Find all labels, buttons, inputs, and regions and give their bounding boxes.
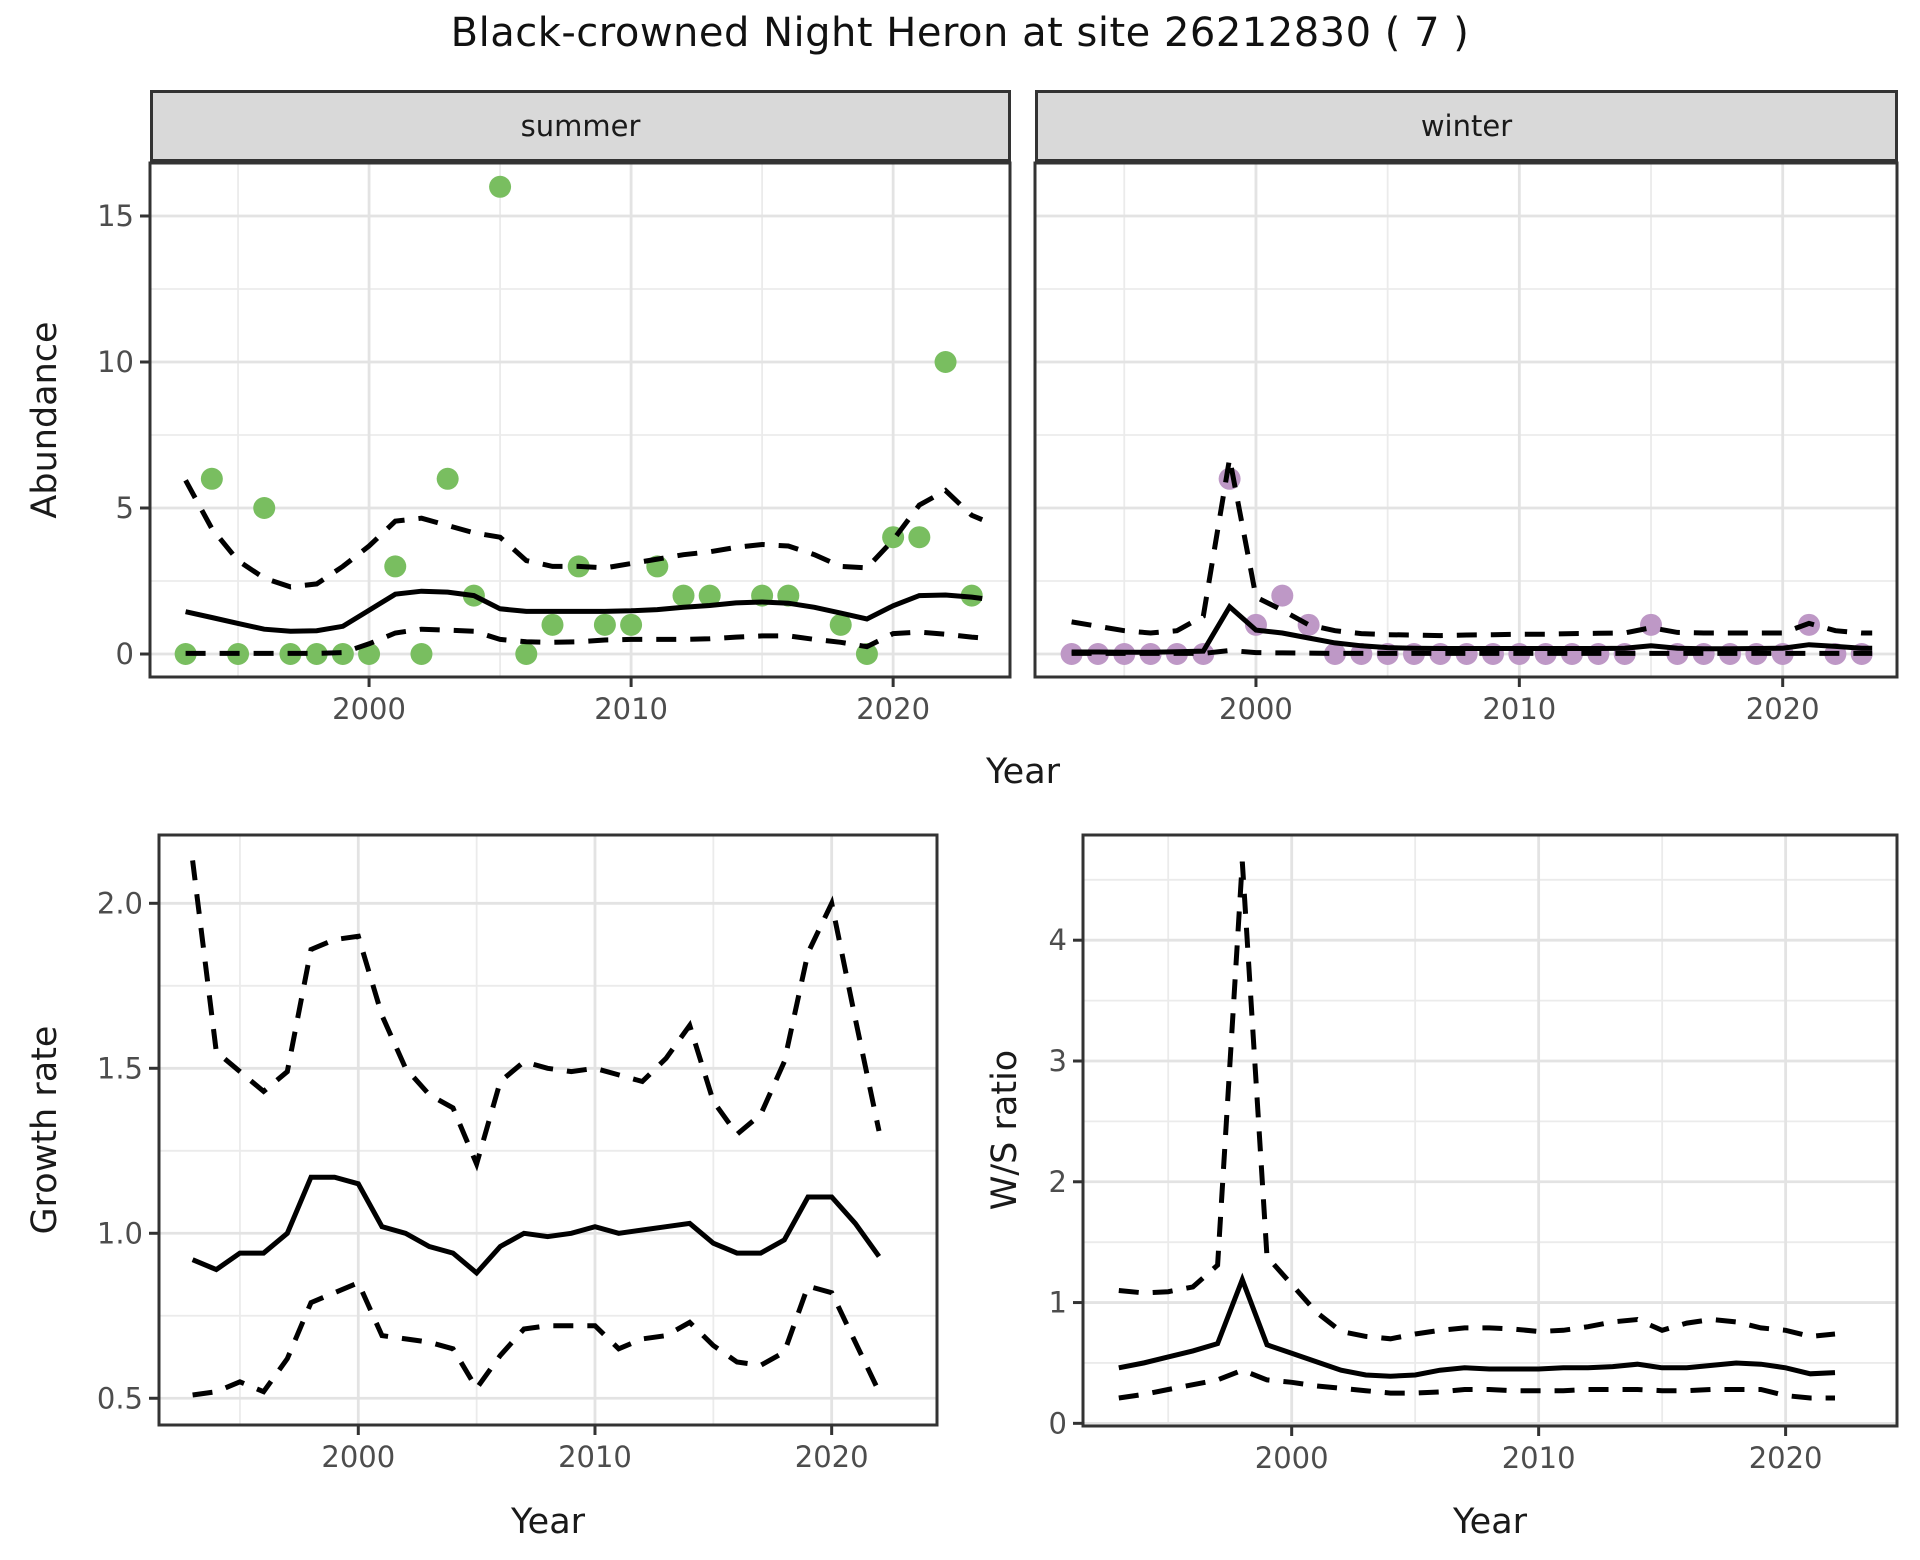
facet-strip-summer-label: summer [520, 109, 641, 143]
data-point [1640, 613, 1663, 636]
panel-abundance-winter: 2000 2010 2020 [1033, 161, 1899, 726]
data-point [1192, 643, 1215, 666]
x-tick-label: 2020 [1749, 1441, 1823, 1475]
x-tick-label: 2010 [1482, 692, 1556, 726]
y-tick-label: 0 [116, 637, 134, 671]
y-tick-label: 3 [1049, 1044, 1067, 1078]
data-point [384, 555, 407, 578]
panel-ws-ratio: 2000 2010 2020 0 1 2 3 4 [1049, 833, 1899, 1475]
y-tick-label: 1.0 [97, 1216, 143, 1250]
data-point [436, 467, 459, 490]
x-tick-label: 2020 [795, 1440, 869, 1474]
facet-strip-summer: summer [150, 90, 1011, 164]
data-point [305, 643, 328, 666]
y-tick-label: 1 [1049, 1286, 1067, 1320]
y-axis-label-ws-ratio: W/S ratio [985, 1049, 1025, 1211]
y-tick-label: 1.5 [97, 1051, 143, 1085]
x-axis-label-year-growth: Year [510, 1502, 586, 1542]
median-line [185, 588, 983, 634]
data-point [908, 526, 931, 549]
panel-background [1083, 835, 1897, 1426]
x-tick-label: 2000 [321, 1440, 395, 1474]
panel-background [150, 163, 1010, 677]
data-point [934, 351, 957, 374]
x-tick-label: 2020 [1746, 692, 1820, 726]
upper-ci-line [190, 860, 882, 1172]
y-axis-label-abundance: Abundance [25, 321, 65, 519]
panel-border [1081, 833, 1899, 1428]
facet-strip-winter: winter [1035, 90, 1898, 164]
x-tick-label: 2000 [1219, 692, 1293, 726]
median-line [191, 1174, 882, 1277]
x-tick-label: 2010 [1502, 1441, 1576, 1475]
y-tick-label: 0 [1049, 1406, 1067, 1440]
panel-background [1035, 163, 1897, 677]
x-axis-label-year-ws: Year [1452, 1502, 1528, 1542]
panel-growth-rate: 2000 2010 2020 0.5 1.0 1.5 2.0 [97, 833, 939, 1474]
data-point [620, 613, 643, 636]
y-tick-label: 15 [97, 199, 134, 233]
lower-ci-line [1071, 647, 1873, 656]
data-point [829, 613, 852, 636]
data-point [672, 584, 695, 607]
median-line [1118, 1272, 1836, 1379]
lower-ci-line [185, 626, 983, 656]
x-tick-label: 2000 [1255, 1441, 1329, 1475]
x-tick-label: 2000 [332, 692, 406, 726]
data-point [593, 613, 616, 636]
data-point [1297, 613, 1320, 636]
upper-ci-line [183, 479, 984, 590]
data-point [515, 643, 538, 666]
y-tick-label: 0.5 [97, 1381, 143, 1415]
median-line [1071, 602, 1873, 655]
panel-background [159, 835, 937, 1425]
data-point [1271, 584, 1294, 607]
chart-title: Black-crowned Night Heron at site 262128… [450, 10, 1470, 56]
x-tick-label: 2020 [856, 692, 930, 726]
upper-ci-line [1118, 861, 1836, 1342]
y-tick-label: 4 [1049, 923, 1067, 957]
data-point [331, 643, 354, 666]
x-tick-label: 2010 [594, 692, 668, 726]
data-point [410, 643, 433, 666]
facet-strip-winter-label: winter [1420, 109, 1513, 143]
y-tick-label: 10 [97, 345, 134, 379]
y-tick-label: 5 [116, 491, 134, 525]
x-axis-label-year-top: Year [985, 752, 1061, 792]
x-tick-label: 2010 [558, 1440, 632, 1474]
panel-border [157, 833, 939, 1427]
panel-abundance-summer: 2000 2010 2020 0 5 10 15 [97, 161, 1012, 726]
y-tick-label: 2 [1049, 1165, 1067, 1199]
data-point [200, 467, 223, 490]
data-point [855, 643, 878, 666]
y-tick-label: 2.0 [97, 886, 143, 920]
data-point [1323, 643, 1346, 666]
y-axis-label-growth-rate: Growth rate [25, 1025, 65, 1235]
data-point [489, 175, 512, 198]
data-point [698, 584, 721, 607]
lower-ci-line [192, 1279, 882, 1398]
data-point [358, 643, 381, 666]
data-point [253, 497, 276, 520]
data-point [541, 613, 564, 636]
